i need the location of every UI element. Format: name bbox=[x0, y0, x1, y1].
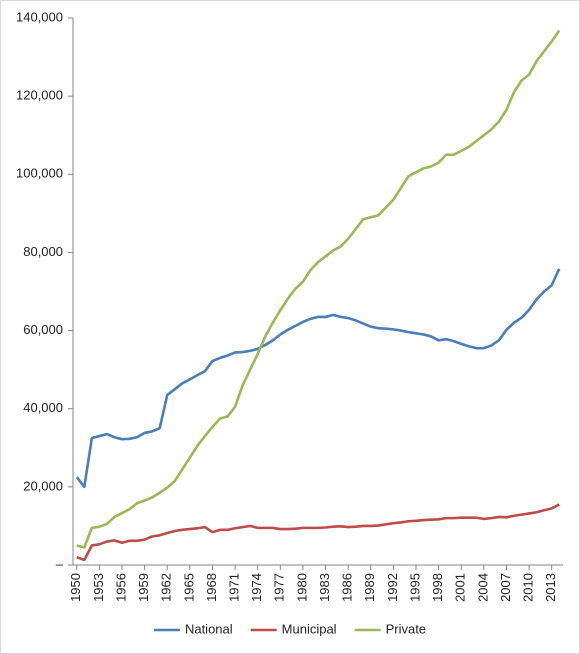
x-tick-label: 1980 bbox=[294, 573, 309, 602]
x-tick-label: 1956 bbox=[113, 573, 128, 602]
x-tick-label: 1986 bbox=[340, 573, 355, 602]
x-tick-label: 1995 bbox=[407, 573, 422, 602]
y-tick-label: 20,000 bbox=[23, 478, 63, 493]
x-tick-label: 2004 bbox=[475, 573, 490, 602]
x-tick-label: 2010 bbox=[521, 573, 536, 602]
x-tick-label: 1974 bbox=[249, 573, 264, 602]
legend-label: Municipal bbox=[282, 621, 337, 636]
x-tick-label: 1968 bbox=[204, 573, 219, 602]
y-tick-label: – bbox=[56, 556, 64, 571]
x-tick-label: 1983 bbox=[317, 573, 332, 602]
line-series bbox=[76, 503, 560, 562]
x-tick-label: 1959 bbox=[136, 573, 151, 602]
x-tick-label: 1965 bbox=[181, 573, 196, 602]
x-tick-label: 2007 bbox=[498, 573, 513, 602]
x-tick-label: 1998 bbox=[430, 573, 445, 602]
line-series bbox=[76, 29, 561, 549]
x-tick-label: 1953 bbox=[91, 573, 106, 602]
x-tick-label: 1950 bbox=[68, 573, 83, 602]
y-tick-label: 120,000 bbox=[16, 88, 63, 103]
x-tick-label: 1971 bbox=[227, 573, 242, 602]
y-tick-label: 40,000 bbox=[23, 400, 63, 415]
line-series bbox=[75, 268, 561, 489]
legend-label: National bbox=[185, 621, 233, 636]
x-tick-label: 1989 bbox=[362, 573, 377, 602]
legend-label: Private bbox=[386, 621, 426, 636]
x-tick-label: 1977 bbox=[272, 573, 287, 602]
x-tick-label: 2001 bbox=[453, 573, 468, 602]
x-tick-label: 2013 bbox=[543, 573, 558, 602]
y-tick-label: 140,000 bbox=[16, 9, 63, 24]
legend: National Municipal Private bbox=[153, 621, 426, 636]
y-tick-label: 80,000 bbox=[23, 244, 63, 259]
x-tick-label: 1962 bbox=[159, 573, 174, 602]
y-tick-label: 60,000 bbox=[23, 322, 63, 337]
x-tick-label: 1992 bbox=[385, 573, 400, 602]
y-tick-label: 100,000 bbox=[16, 166, 63, 181]
